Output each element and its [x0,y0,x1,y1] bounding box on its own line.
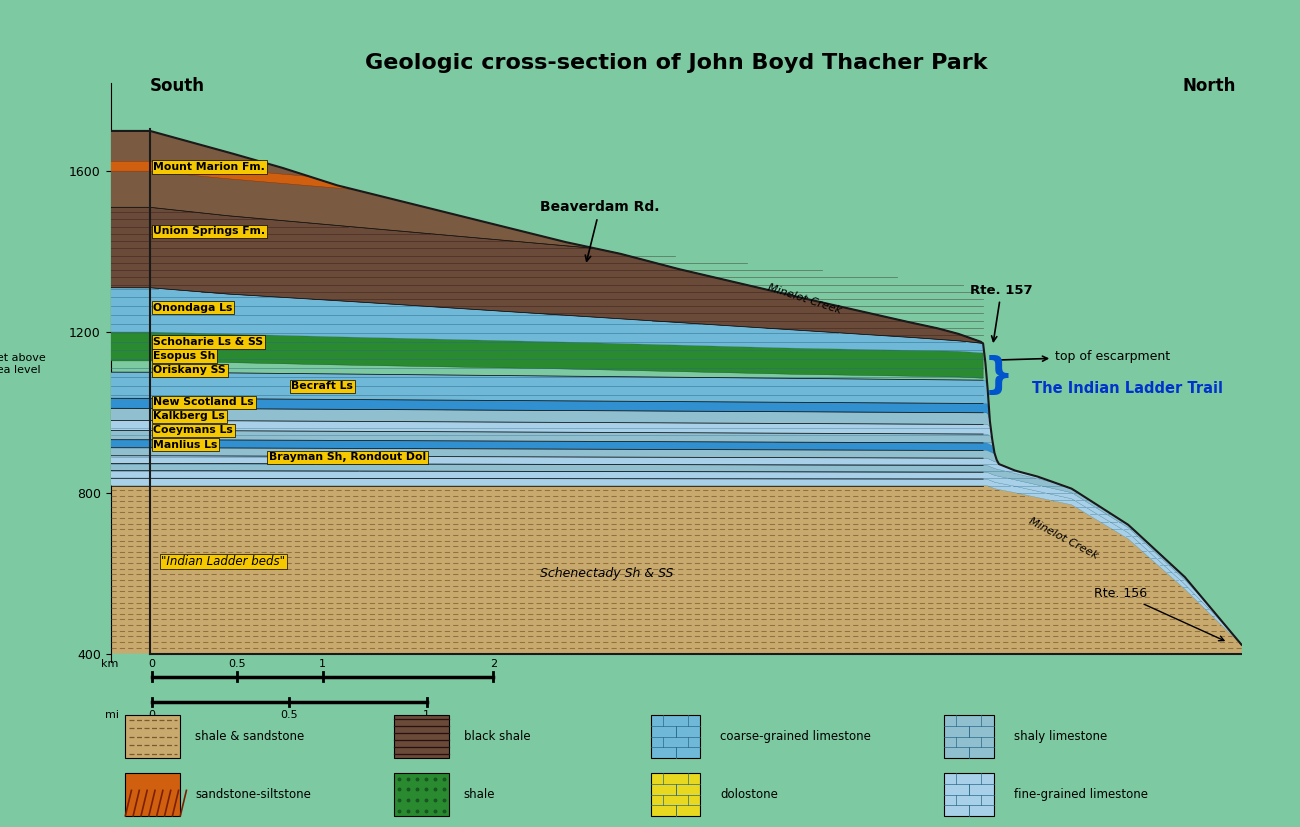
Bar [394,773,450,815]
Polygon shape [111,288,983,353]
Text: top of escarpment: top of escarpment [997,350,1170,363]
Text: North: North [1183,77,1236,95]
Polygon shape [111,447,1242,645]
Text: 2: 2 [490,658,497,668]
Polygon shape [111,372,1242,645]
Polygon shape [111,332,983,378]
Text: Esopus Sh: Esopus Sh [153,351,216,361]
Bar [125,773,181,815]
Polygon shape [111,478,1242,645]
Polygon shape [111,409,1242,645]
Text: sandstone-siltstone: sandstone-siltstone [195,788,311,801]
Text: }: } [984,355,1014,397]
Text: mi: mi [105,710,118,720]
Polygon shape [111,471,1242,645]
Text: Onondaga Ls: Onondaga Ls [153,303,233,313]
Text: Brayman Sh, Rondout Dol: Brayman Sh, Rondout Dol [269,452,426,462]
Polygon shape [111,420,1242,645]
Text: Beaverdam Rd.: Beaverdam Rd. [541,200,660,261]
Text: 0.5: 0.5 [281,710,298,720]
Text: feet above
sea level: feet above sea level [0,353,46,375]
Text: Kalkberg Ls: Kalkberg Ls [153,411,225,422]
Bar [944,715,993,758]
Text: Rte. 157: Rte. 157 [970,284,1032,342]
Text: 0.5: 0.5 [229,658,246,668]
Text: Schenectady Sh & SS: Schenectady Sh & SS [541,567,673,581]
Text: 1: 1 [320,658,326,668]
Text: dolostone: dolostone [720,788,779,801]
Text: South: South [150,77,205,95]
Text: Mount Marion Fm.: Mount Marion Fm. [153,162,265,172]
Text: Minelot Creek: Minelot Creek [1027,516,1100,561]
Text: The Indian Ladder Trail: The Indian Ladder Trail [1032,381,1223,396]
Bar [125,715,181,758]
Text: Oriskany SS: Oriskany SS [153,366,226,375]
Polygon shape [111,440,1242,645]
Polygon shape [111,399,1242,645]
Text: coarse-grained limestone: coarse-grained limestone [720,730,871,743]
Text: 0: 0 [148,658,156,668]
Text: Rte. 156: Rte. 156 [1095,587,1225,641]
Polygon shape [111,131,983,343]
Text: black shale: black shale [464,730,530,743]
Text: Becraft Ls: Becraft Ls [291,381,354,391]
Text: km: km [101,658,118,668]
Bar [394,715,450,758]
Polygon shape [111,485,1242,653]
Polygon shape [111,430,1242,645]
Text: Manlius Ls: Manlius Ls [153,439,218,450]
Text: Schoharie Ls & SS: Schoharie Ls & SS [153,337,264,347]
Text: shaly limestone: shaly limestone [1014,730,1108,743]
Text: shale: shale [464,788,495,801]
Text: fine-grained limestone: fine-grained limestone [1014,788,1148,801]
Bar [944,773,993,815]
Text: shale & sandstone: shale & sandstone [195,730,304,743]
Text: 0: 0 [148,710,156,720]
Bar [651,773,701,815]
Polygon shape [111,208,983,343]
Text: 1: 1 [422,710,430,720]
Text: "Indian Ladder beds": "Indian Ladder beds" [161,555,286,568]
Text: Minelot Creek: Minelot Creek [767,283,842,316]
Text: Union Springs Fm.: Union Springs Fm. [153,227,265,237]
Text: Coeymans Ls: Coeymans Ls [153,425,233,436]
Bar [651,715,701,758]
Title: Geologic cross-section of John Boyd Thacher Park: Geologic cross-section of John Boyd Thac… [365,53,987,73]
Text: New Scotland Ls: New Scotland Ls [153,397,254,408]
Polygon shape [111,463,1242,645]
Polygon shape [111,161,983,343]
Polygon shape [111,456,1242,645]
